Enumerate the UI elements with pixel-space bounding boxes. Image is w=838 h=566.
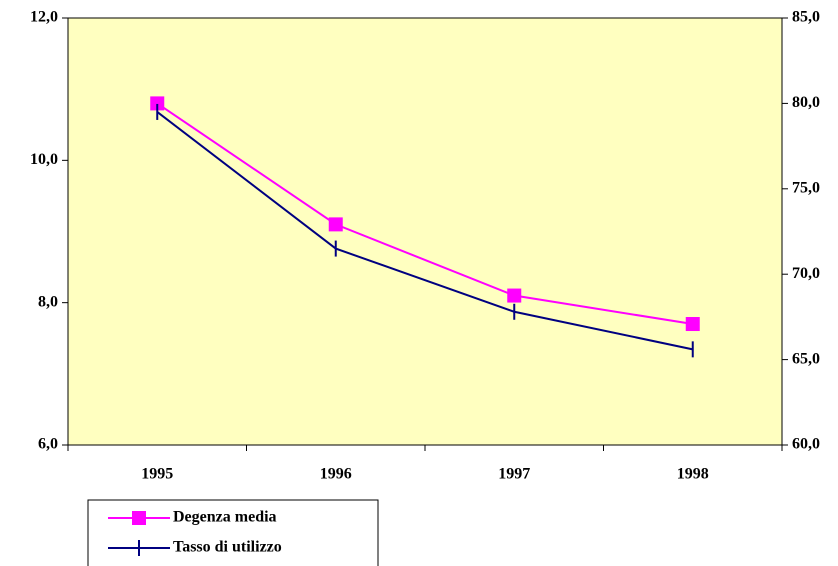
y2-tick-label: 65,0 [792, 350, 820, 367]
legend-marker [132, 511, 146, 525]
y-tick-label: 12,0 [30, 9, 58, 26]
y2-tick-label: 75,0 [792, 179, 820, 196]
marker [685, 317, 700, 332]
plot-area [67, 17, 783, 446]
y2-tick-label: 85,0 [792, 9, 820, 26]
y2-tick-label: 80,0 [792, 94, 820, 111]
y2-tick-label: 70,0 [792, 265, 820, 282]
y-tick-label: 6,0 [38, 436, 58, 453]
series-line [156, 102, 693, 326]
x-tick-label: 1995 [141, 466, 173, 483]
legend-label: Tasso di utilizzo [173, 539, 282, 556]
x-tick-label: 1997 [498, 466, 530, 483]
x-tick-label: 1998 [677, 466, 709, 483]
marker [507, 288, 522, 303]
legend-label: Degenza media [173, 509, 277, 526]
marker [328, 217, 343, 232]
x-tick-label: 1996 [320, 466, 352, 483]
y2-tick-label: 60,0 [792, 436, 820, 453]
y-tick-label: 8,0 [38, 293, 58, 310]
marker [150, 96, 165, 111]
series-line [156, 111, 693, 351]
y-tick-label: 10,0 [30, 151, 58, 168]
